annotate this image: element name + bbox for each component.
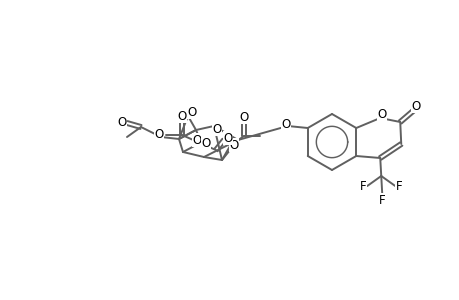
Text: F: F <box>359 179 366 193</box>
Text: O: O <box>280 118 290 130</box>
Text: O: O <box>212 122 221 136</box>
Text: F: F <box>395 179 402 193</box>
Text: O: O <box>154 128 163 140</box>
Text: O: O <box>239 110 248 124</box>
Text: O: O <box>201 136 210 149</box>
Text: O: O <box>411 100 420 112</box>
Text: O: O <box>187 106 196 118</box>
Text: O: O <box>117 116 126 128</box>
Text: O: O <box>177 110 186 122</box>
Text: O: O <box>229 139 238 152</box>
Text: O: O <box>377 107 386 121</box>
Text: O: O <box>223 131 232 145</box>
Text: O: O <box>192 134 201 146</box>
Text: F: F <box>378 194 385 206</box>
